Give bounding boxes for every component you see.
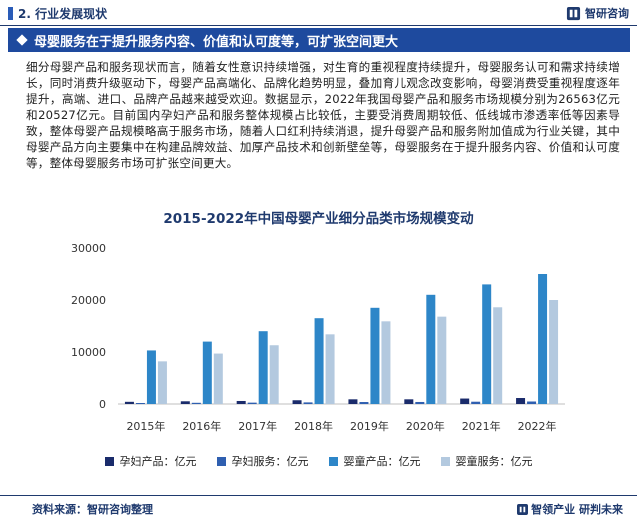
bar-4-2020年	[437, 316, 447, 404]
bar-1-2019年	[348, 399, 358, 404]
bar-1-2015年	[124, 401, 134, 404]
legend-label: 孕妇产品：亿元	[119, 455, 197, 468]
source-note: 资料来源：智研咨询整理	[32, 503, 153, 516]
legend-swatch	[440, 456, 450, 466]
chart-legend: 孕妇产品：亿元 孕妇服务：亿元 婴童产品：亿元 婴童服务：亿元	[0, 453, 637, 469]
brand-logo: 智研咨询	[566, 5, 629, 21]
bar-1-2022年	[516, 398, 526, 404]
x-tick-label: 2017年	[238, 419, 277, 433]
brand-logo-text: 智研咨询	[585, 7, 629, 20]
body-paragraph: 细分母婴产品和服务现状而言，随着女性意识持续增强，对生育的重视程度持续提升，母婴…	[26, 60, 620, 170]
bar-chart: 0 10000 20000 30000 2015年 2016年 2017年 2018年 2019…	[71, 242, 565, 433]
legend-label: 婴童产品：亿元	[343, 455, 421, 468]
top-divider	[0, 25, 637, 26]
bar-4-2022年	[549, 300, 559, 404]
bar-3-2017年	[258, 331, 268, 404]
x-tick-label: 2020年	[406, 419, 445, 433]
bar-4-2018年	[325, 334, 335, 404]
y-tick-label: 20000	[71, 294, 106, 307]
section-marker	[8, 6, 13, 20]
bar-2-2018年	[303, 402, 313, 404]
y-tick-label: 30000	[71, 242, 106, 255]
legend-item: 婴童产品：亿元	[328, 453, 421, 469]
legend-swatch	[104, 456, 114, 466]
bar-2-2017年	[247, 402, 257, 404]
brand-logo-icon	[566, 6, 581, 20]
footer-slogan: 智领产业 研判未来	[517, 501, 623, 517]
bar-4-2019年	[381, 321, 391, 404]
bar-2-2021年	[471, 401, 481, 404]
x-tick-label: 2019年	[350, 419, 389, 433]
x-tick-label: 2022年	[518, 419, 557, 433]
diamond-icon	[16, 34, 28, 46]
bar-3-2015年	[146, 350, 156, 404]
bar-1-2017年	[236, 400, 246, 404]
legend-swatch	[328, 456, 338, 466]
y-tick-label: 0	[99, 398, 106, 411]
bar-1-2021年	[460, 398, 470, 404]
bar-2-2015年	[135, 403, 145, 405]
headline-text: 母婴服务在于提升服务内容、价值和认可度等，可扩张空间更大	[34, 34, 399, 50]
footer-slogan-text: 智领产业 研判未来	[531, 503, 623, 516]
headline-banner: 母婴服务在于提升服务内容、价值和认可度等，可扩张空间更大	[8, 28, 630, 52]
top-bar: 2. 行业发展现状 智研咨询	[0, 0, 637, 26]
bar-4-2016年	[213, 353, 223, 404]
bar-4-2017年	[269, 345, 279, 404]
legend-item: 孕妇服务：亿元	[216, 453, 309, 469]
bar-3-2016年	[202, 341, 212, 404]
section-title: 2. 行业发展现状	[8, 5, 107, 22]
bar-3-2019年	[370, 307, 380, 404]
footer: 资料来源：智研咨询整理 智领产业 研判未来	[0, 488, 637, 527]
bar-2-2022年	[527, 401, 537, 404]
y-tick-label: 10000	[71, 346, 106, 359]
x-tick-label: 2021年	[462, 419, 501, 433]
legend-swatch	[216, 456, 226, 466]
legend-item: 孕妇产品：亿元	[104, 453, 197, 469]
bar-4-2021年	[493, 307, 503, 404]
x-tick-label: 2015年	[126, 419, 165, 433]
legend-label: 孕妇服务：亿元	[231, 455, 309, 468]
bar-4-2015年	[157, 361, 167, 404]
brand-mark-icon	[517, 503, 529, 515]
bar-3-2022年	[538, 274, 548, 404]
bar-1-2018年	[292, 400, 302, 404]
x-tick-label: 2018年	[294, 419, 333, 433]
chart-title: 2015-2022年中国母婴产业细分品类市场规模变动	[163, 211, 474, 227]
legend-label: 婴童服务：亿元	[455, 455, 533, 468]
section-title-text: 2. 行业发展现状	[18, 6, 108, 21]
bar-1-2016年	[180, 401, 190, 404]
footer-divider	[0, 495, 637, 496]
bar-2-2020年	[415, 401, 425, 404]
bar-3-2021年	[482, 284, 492, 404]
bar-3-2020年	[426, 294, 436, 404]
bar-3-2018年	[314, 318, 324, 404]
bar-2-2019年	[359, 402, 369, 404]
bar-2-2016年	[191, 402, 201, 404]
bar-1-2020年	[404, 399, 414, 404]
legend-item: 婴童服务：亿元	[440, 453, 533, 469]
x-tick-label: 2016年	[182, 419, 221, 433]
